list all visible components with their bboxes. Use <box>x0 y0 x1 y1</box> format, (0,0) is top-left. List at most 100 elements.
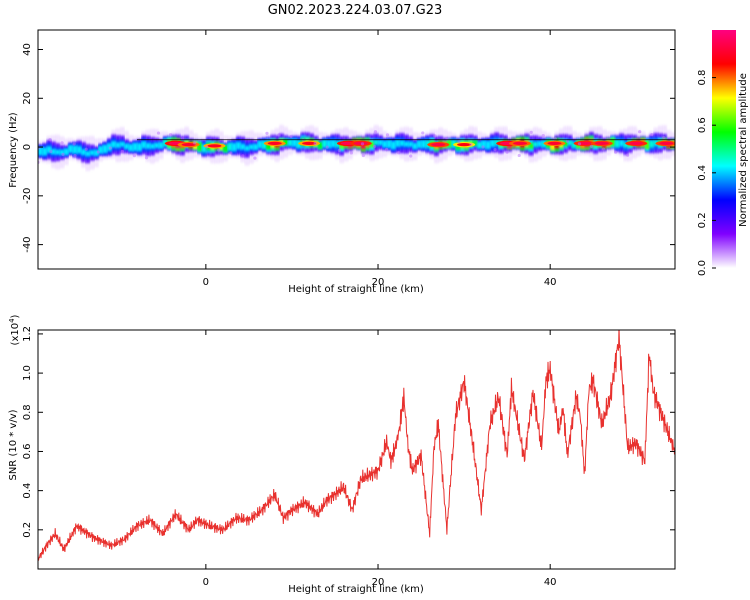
spectrogram-noise <box>48 138 52 142</box>
spectrogram-hot-spot-core <box>431 143 446 147</box>
spectrogram-cell <box>235 142 241 150</box>
spectrogram-noise <box>325 145 329 149</box>
spectrogram-cell <box>610 137 616 147</box>
snr-y-scale-factor: (x104) <box>8 314 21 345</box>
spectrogram-x-tick-label: 0 <box>203 277 209 288</box>
spectrogram-cell <box>537 140 543 147</box>
snr-panel: 0 20 40 0.2 0.4 0.6 0.8 1.0 1.2 Height of strai… <box>8 314 676 595</box>
spectrogram-marks <box>38 124 675 171</box>
spectrogram-cell <box>489 139 495 147</box>
spectrogram-noise <box>120 149 124 154</box>
spectrogram-cell <box>485 140 491 150</box>
spectrogram-cell <box>261 140 267 149</box>
spectrogram-cell <box>317 142 323 149</box>
spectrogram-noise <box>493 147 497 152</box>
spectrogram-y-tick-label: -20 <box>22 188 33 204</box>
spectrogram-noise <box>73 153 77 158</box>
spectrogram-x-tick-label: 40 <box>544 277 557 288</box>
spectrogram-cell <box>412 142 418 150</box>
snr-x-tick-label: 20 <box>372 577 385 588</box>
snr-x-ticks: 0 20 40 <box>203 330 557 588</box>
spectrogram-cell <box>63 148 69 156</box>
spectrogram-noise <box>409 154 413 158</box>
spectrogram-cell <box>72 145 78 154</box>
colorbar-tick-label: 0.2 <box>697 212 708 228</box>
spectrogram-cell <box>89 150 95 156</box>
spectrogram-y-tick-label: -40 <box>22 236 33 252</box>
colorbar-tick-label: 0.6 <box>697 117 708 133</box>
spectrogram-hot-spot-core <box>457 143 472 147</box>
spectrogram-noise <box>217 148 221 152</box>
spectrogram-noise <box>601 147 606 151</box>
spectrogram-cell <box>571 141 577 149</box>
spectrogram-noise <box>577 142 582 146</box>
spectrogram-noise <box>313 141 317 146</box>
spectrogram-cell <box>244 145 250 151</box>
spectrogram-cell <box>248 144 254 150</box>
spectrogram-cell <box>257 140 263 149</box>
spectrogram-noise <box>205 145 209 149</box>
spectrogram-hot-spot-core <box>594 141 609 146</box>
colorbar-tick-label: 0.0 <box>697 260 708 276</box>
spectrogram-cell <box>46 146 52 154</box>
spectrogram-cell <box>124 143 129 150</box>
spectrogram-noise <box>60 141 64 145</box>
spectrogram-cell <box>115 142 121 148</box>
spectrogram-cell <box>223 145 228 152</box>
spectrogram-cell <box>38 147 43 156</box>
spectrogram-noise <box>505 150 509 154</box>
spectrogram-noise <box>241 154 245 158</box>
spectrogram-cell <box>283 139 289 146</box>
spectrogram-cell <box>614 139 620 148</box>
spectrogram-cell <box>416 140 422 149</box>
colorbar-gradient <box>712 30 736 268</box>
spectrogram-noise <box>132 153 137 158</box>
spectrogram-hot-spot-core <box>353 141 368 146</box>
spectrogram-cell <box>649 140 655 148</box>
spectrogram-noise <box>638 130 642 134</box>
spectrogram-cell <box>158 142 164 149</box>
spectrogram-hot-spot-core <box>629 141 644 146</box>
spectrogram-y-ticks: -40 -20 0 20 40 <box>22 43 675 253</box>
spectrogram-noise <box>156 131 161 135</box>
spectrogram-cell <box>373 139 379 145</box>
spectrogram-noise <box>277 133 281 137</box>
spectrogram-noise <box>337 148 341 152</box>
spectrogram-cell <box>197 142 203 151</box>
spectrogram-noise <box>265 131 269 135</box>
snr-y-tick-label: 0.6 <box>22 444 33 460</box>
spectrogram-hot-spot-core <box>267 141 282 146</box>
spectrogram-cell <box>145 142 151 149</box>
spectrogram-cell <box>322 139 327 148</box>
spectrogram-noise <box>626 153 630 157</box>
snr-y-tick-label: 0.2 <box>22 522 33 538</box>
spectrogram-cell <box>623 142 629 148</box>
spectrogram-hot-spot-core <box>513 141 528 146</box>
spectrogram-cell <box>141 141 147 149</box>
snr-y-tick-label: 0.4 <box>22 483 33 499</box>
spectrogram-noise <box>469 142 473 147</box>
spectrogram-noise <box>589 144 594 148</box>
spectrogram-cell <box>532 141 538 147</box>
spectrogram-cell <box>395 139 401 147</box>
spectrogram-noise <box>349 151 353 155</box>
spectrogram-cell <box>119 141 125 147</box>
spectrogram-cell <box>378 139 383 146</box>
spectrogram-cell <box>111 141 117 148</box>
spectrogram-cell <box>644 140 650 149</box>
spectrogram-noise <box>529 130 533 134</box>
spectrogram-noise <box>433 134 437 138</box>
spectrogram-y-tick-label: 0 <box>22 144 33 150</box>
spectrogram-cell <box>102 144 108 154</box>
spectrogram-noise <box>614 150 618 154</box>
spectrogram-x-tick-label: 20 <box>372 277 385 288</box>
spectrogram-noise <box>253 156 257 160</box>
spectrogram-cell <box>399 140 405 147</box>
spectrogram-x-label: Height of straight line (km) <box>288 284 424 295</box>
spectrogram-noise <box>457 140 461 144</box>
spectrogram-cell <box>291 138 297 147</box>
spectrogram-cell <box>227 142 233 151</box>
spectrogram-cell <box>68 144 74 153</box>
spectrogram-cell <box>403 141 409 147</box>
